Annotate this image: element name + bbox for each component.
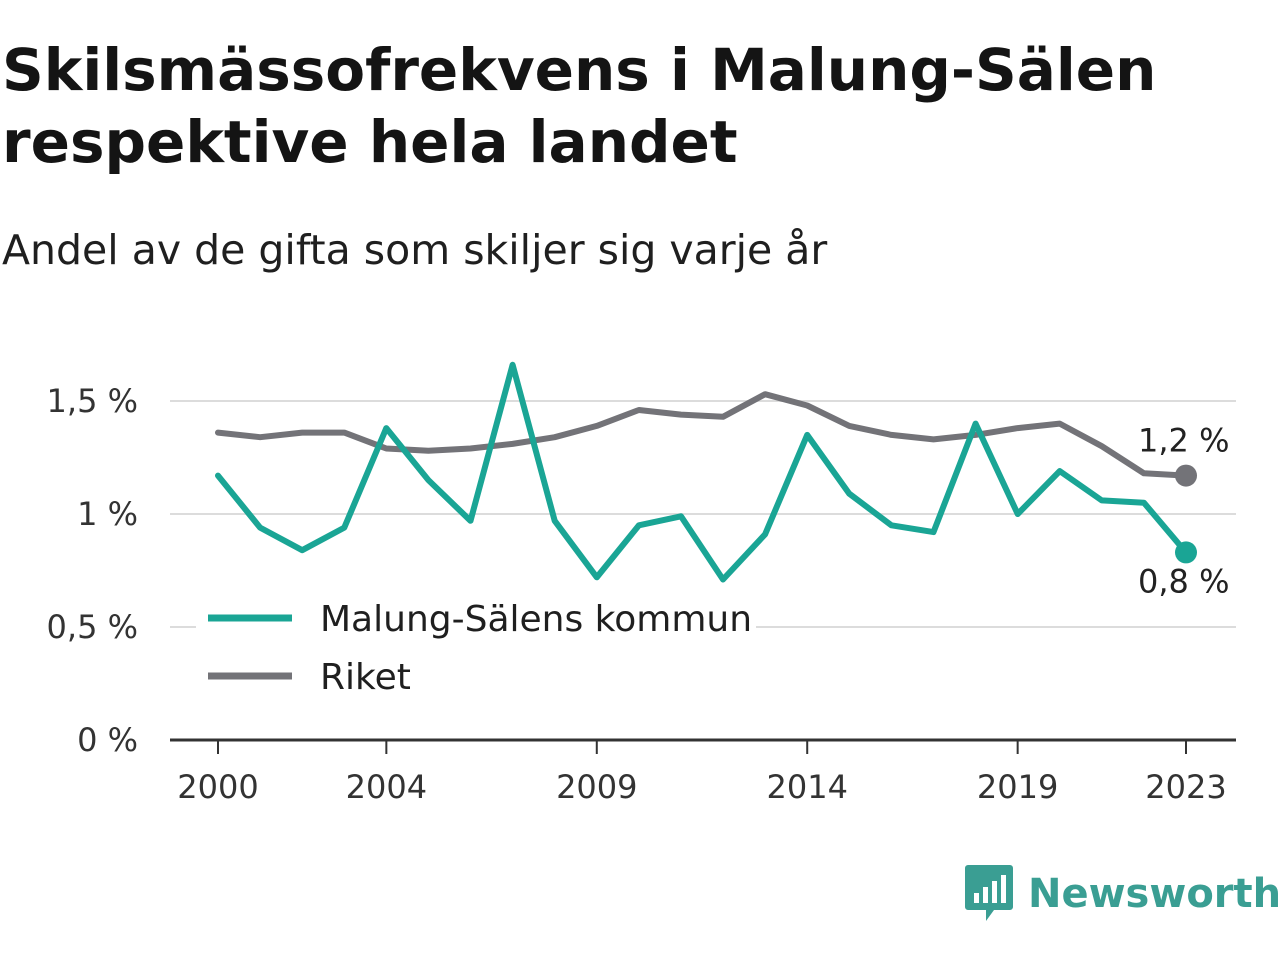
newsworthy-logo-icon — [965, 865, 1013, 921]
x-tick-label: 2019 — [977, 768, 1058, 806]
end-value-label: 1,2 % — [1138, 422, 1229, 460]
y-tick-label: 0,5 % — [47, 608, 138, 646]
x-tick-label: 2023 — [1145, 768, 1226, 806]
x-tick-label: 2004 — [346, 768, 427, 806]
y-tick-label: 1,5 % — [47, 382, 138, 420]
x-tick-label: 2014 — [766, 768, 847, 806]
legend-label: Riket — [320, 657, 411, 698]
chart-subtitle: Andel av de gifta som skiljer sig varje … — [2, 226, 828, 274]
x-axis: 2000 2004 2009 2014 2019 2023 — [170, 738, 1236, 806]
legend-label: Malung-Sälens kommun — [320, 599, 752, 640]
legend: Malung-Sälens kommun Riket — [196, 592, 756, 704]
brand-name: Newsworthy — [1028, 871, 1280, 917]
y-tick-label: 0 % — [77, 721, 138, 759]
x-tick-label: 2000 — [177, 768, 258, 806]
series-line — [215, 391, 1189, 479]
end-value-label: 0,8 % — [1138, 562, 1229, 600]
legend-background — [196, 592, 756, 704]
chart-title: Skilsmässofrekvens i Malung-Sälen respek… — [2, 36, 1157, 176]
series-end-point — [1175, 464, 1197, 487]
x-tick-label: 2009 — [556, 768, 637, 806]
end-labels: 0,8 % 1,2 % — [1138, 422, 1229, 601]
series-line — [215, 361, 1189, 583]
series-lines — [215, 361, 1197, 583]
y-tick-label: 1 % — [77, 495, 138, 533]
series-end-point — [1175, 541, 1197, 564]
newsworthy-brand: Newsworthy — [964, 862, 1280, 926]
y-axis-ticks: 0 % 0,5 % 1 % 1,5 % — [47, 382, 138, 759]
